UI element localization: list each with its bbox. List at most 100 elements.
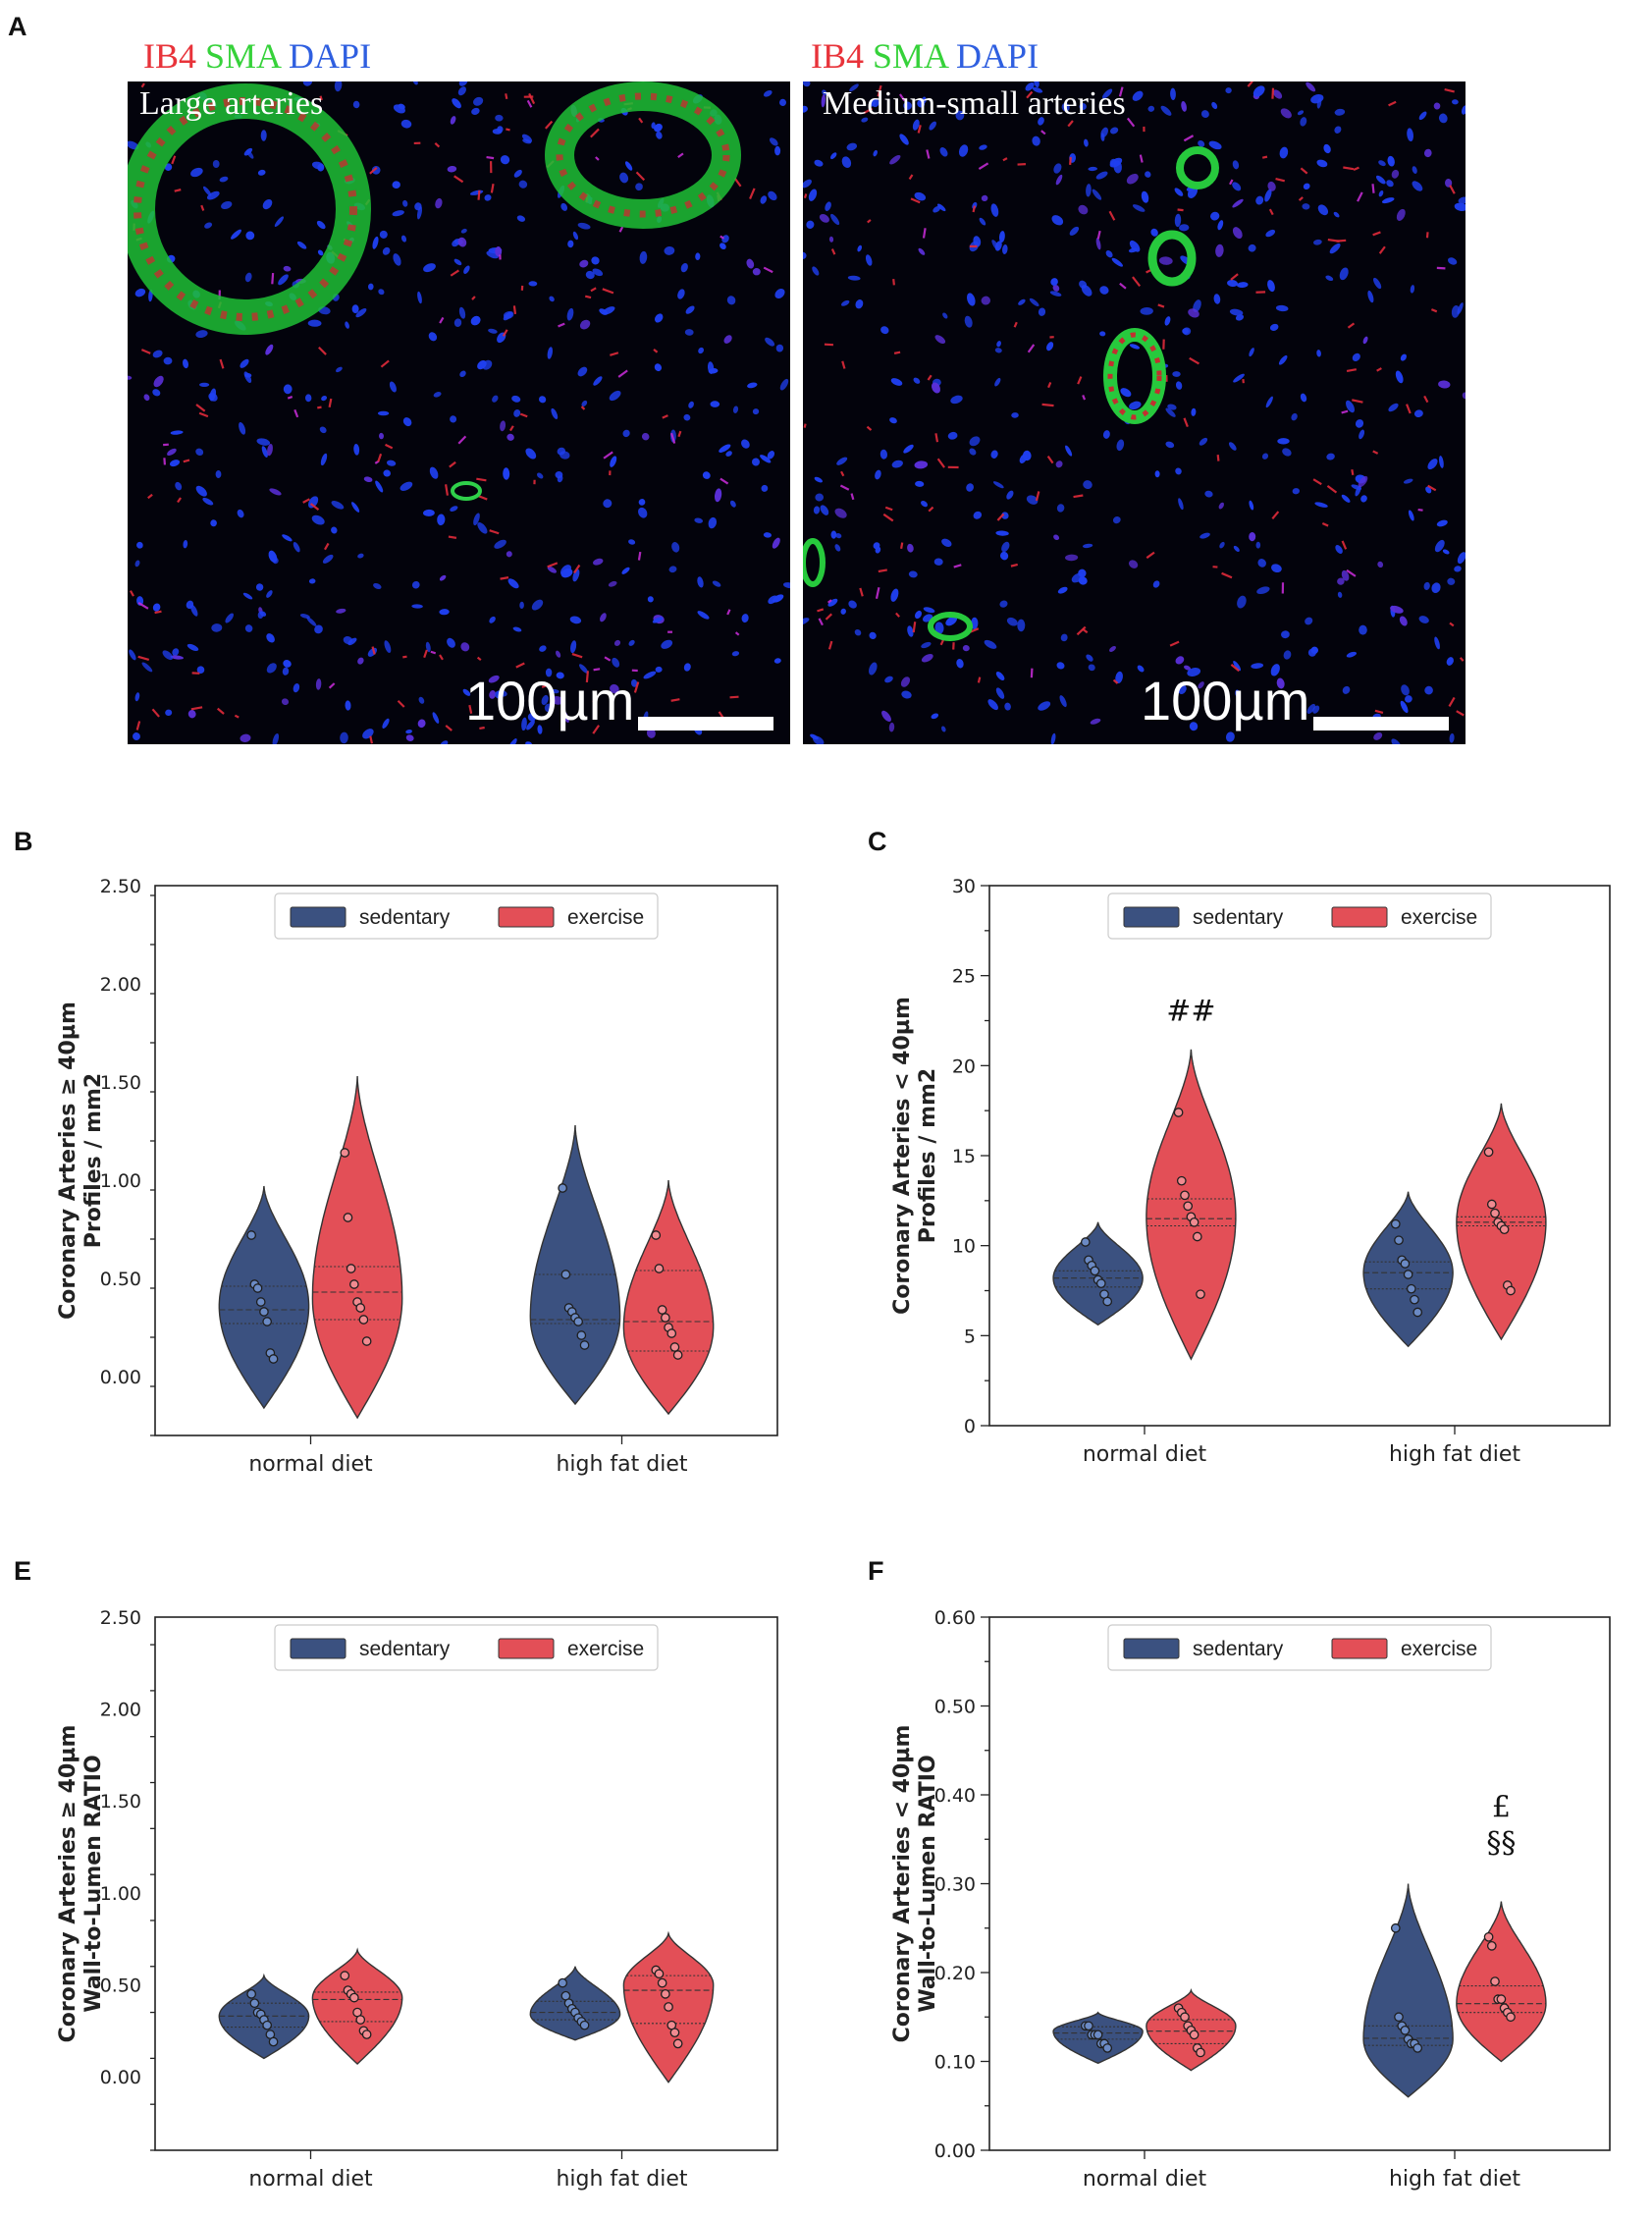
capillary-mark <box>402 655 407 659</box>
nucleus-mark <box>525 448 537 460</box>
nucleus-mark <box>1217 220 1224 231</box>
data-point <box>361 2030 372 2039</box>
capillary-mark <box>515 662 525 669</box>
nucleus-mark <box>835 532 842 539</box>
capillary-mark <box>1073 494 1084 499</box>
nucleus-mark <box>1199 532 1210 539</box>
nucleus-mark <box>638 499 646 506</box>
y-axis-label: Wall-to-Lumen RATIO <box>81 1755 106 2012</box>
nucleus-mark <box>994 377 1001 387</box>
data-point <box>1390 1922 1401 1933</box>
nucleus-mark <box>545 668 553 677</box>
nucleus-mark <box>955 110 965 121</box>
nucleus-mark <box>557 447 566 456</box>
capillary-mark <box>457 435 467 445</box>
capillary-mark <box>604 656 612 662</box>
nucleus-mark <box>417 719 426 729</box>
nucleus-mark <box>996 341 1001 348</box>
data-point <box>246 1988 256 1999</box>
nucleus-mark <box>1038 307 1046 316</box>
nucleus-mark <box>334 81 343 92</box>
capillary-mark <box>533 479 536 485</box>
nucleus-mark <box>923 607 935 614</box>
nucleus-mark <box>1050 732 1056 744</box>
nucleus-mark <box>1310 94 1324 104</box>
capillary-mark <box>677 430 682 438</box>
nucleus-mark <box>166 448 177 457</box>
capillary-mark <box>875 587 880 599</box>
nucleus-mark <box>1264 189 1272 202</box>
nucleus-mark <box>731 651 740 657</box>
nucleus-mark <box>803 251 807 259</box>
capillary-mark <box>863 107 874 115</box>
nucleus-mark <box>317 163 325 172</box>
nucleus-mark <box>269 488 282 496</box>
nucleus-mark <box>1316 159 1328 168</box>
nucleus-mark <box>1270 664 1280 677</box>
capillary-mark <box>1177 208 1184 212</box>
nucleus-mark <box>484 194 492 201</box>
capillary-mark <box>1376 367 1382 372</box>
nucleus-mark <box>1232 198 1244 208</box>
capillary-mark <box>1423 395 1429 404</box>
nucleus-mark <box>624 161 633 171</box>
nucleus-mark <box>1412 166 1417 174</box>
capillary-mark <box>1212 566 1218 568</box>
nucleus-mark <box>1276 677 1285 689</box>
nucleus-mark <box>873 542 880 550</box>
y-axis-label: Coronary Arteries < 40µm <box>890 1725 915 2043</box>
nucleus-mark <box>873 149 878 157</box>
capillary-mark <box>323 542 330 551</box>
violin-exercise-normal-diet <box>311 1947 403 2065</box>
nucleus-mark <box>973 511 983 519</box>
nucleus-mark <box>411 580 420 589</box>
capillary-mark <box>1067 120 1074 128</box>
nucleus-mark <box>172 648 180 656</box>
nucleus-mark <box>503 311 513 321</box>
nucleus-mark <box>219 176 229 183</box>
nucleus-mark <box>1083 480 1092 490</box>
nucleus-mark <box>452 98 461 109</box>
nucleus-mark <box>1211 101 1218 110</box>
nucleus-mark <box>1439 456 1444 468</box>
nucleus-mark <box>261 446 268 458</box>
nucleus-mark <box>423 263 436 273</box>
violin-exercise-normal-diet <box>311 1075 403 1420</box>
nucleus-mark <box>950 395 963 405</box>
nucleus-mark <box>296 241 307 249</box>
nucleus-mark <box>815 493 824 502</box>
nucleus-mark <box>1438 380 1451 389</box>
nucleus-mark <box>647 596 654 603</box>
nucleus-mark <box>423 509 435 516</box>
capillary-mark <box>900 542 904 550</box>
nucleus-mark <box>1175 381 1183 390</box>
x-tick-label: high fat diet <box>1389 2167 1520 2192</box>
capillary-mark <box>413 141 421 145</box>
capillary-mark <box>129 590 134 597</box>
capillary-mark <box>287 396 293 400</box>
nucleus-mark <box>1158 256 1173 265</box>
nucleus-mark <box>652 617 664 623</box>
nucleus-mark <box>551 407 559 419</box>
nucleus-mark <box>630 678 638 687</box>
y-tick-label: 1.00 <box>100 1170 141 1192</box>
legend-box <box>274 893 659 940</box>
y-tick-label: 2.50 <box>100 1607 141 1629</box>
nucleus-mark <box>638 507 648 518</box>
nucleus-mark <box>143 394 150 402</box>
panel-label-a: A <box>8 12 27 41</box>
capillary-mark <box>1436 266 1446 270</box>
nucleus-mark <box>283 660 292 668</box>
nucleus-mark <box>1178 684 1187 694</box>
capillary-mark <box>635 171 646 182</box>
capillary-mark <box>803 423 807 428</box>
capillary-mark <box>151 708 160 718</box>
nucleus-mark <box>1235 314 1245 321</box>
nucleus-mark <box>1069 226 1080 236</box>
data-point <box>1180 2012 1190 2023</box>
capillary-mark <box>1341 540 1348 550</box>
nucleus-mark <box>600 613 607 622</box>
y-tick-label: 0.00 <box>934 2140 976 2162</box>
capillary-mark <box>1002 157 1008 162</box>
micrograph-medium-small-arteries-image <box>803 81 1465 744</box>
